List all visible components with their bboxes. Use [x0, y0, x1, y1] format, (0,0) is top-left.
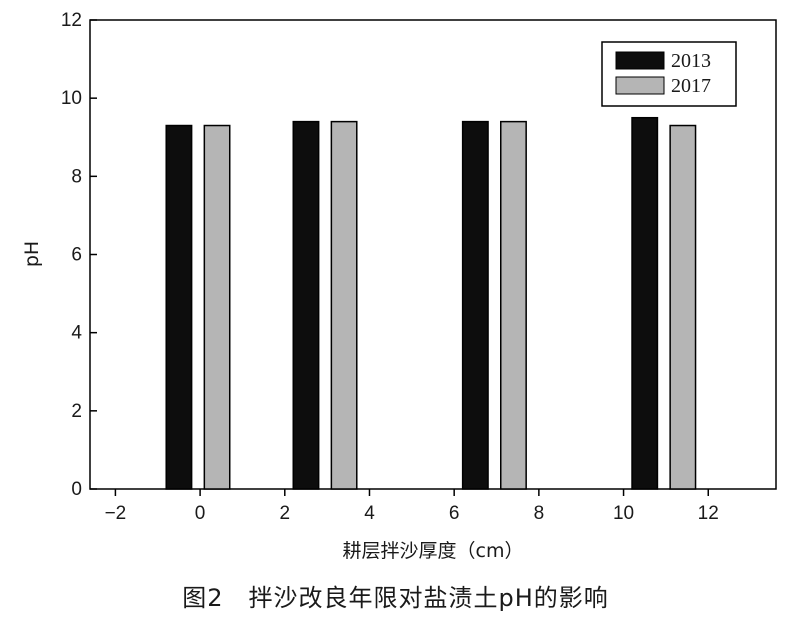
x-axis-title: 耕层拌沙厚度（cm） — [343, 540, 524, 562]
bar-2013-0 — [165, 124, 193, 490]
legend-label-2013: 2013 — [671, 50, 711, 72]
figure-caption: 图2 拌沙改良年限对盐渍土pH的影响 — [182, 584, 609, 612]
y-axis: 0 2 4 6 8 10 12 — [61, 10, 97, 500]
y-tick-label: 2 — [71, 401, 82, 422]
x-tick-label: 12 — [698, 503, 719, 524]
bar-2017-3 — [669, 124, 697, 490]
x-tick-label: 2 — [280, 503, 291, 524]
y-tick-label: 8 — [71, 166, 82, 187]
bar-2017-0 — [203, 124, 231, 490]
x-tick-label: −2 — [105, 503, 127, 524]
bar-2013-3 — [631, 116, 659, 490]
y-tick-label: 4 — [71, 323, 82, 344]
y-axis-title: pH — [21, 241, 43, 267]
bar-2013-1 — [292, 120, 320, 490]
y-tick-label: 12 — [61, 10, 82, 31]
legend-label-2017: 2017 — [671, 75, 711, 97]
x-axis: −2 0 2 4 6 8 10 12 — [105, 489, 719, 524]
y-tick-label: 6 — [71, 245, 82, 266]
x-tick-label: 0 — [195, 503, 206, 524]
x-tick-label: 10 — [613, 503, 634, 524]
x-tick-label: 4 — [364, 503, 375, 524]
chart: 0 2 4 6 8 10 12 −2 0 2 4 6 8 10 12 2013 2017 pH 耕层拌沙厚… — [21, 10, 777, 562]
x-tick-label: 8 — [534, 503, 545, 524]
bars — [165, 116, 697, 490]
x-tick-label: 6 — [449, 503, 460, 524]
y-tick-label: 0 — [71, 479, 82, 500]
bar-2013-2 — [461, 120, 489, 490]
legend-swatch-2017 — [615, 76, 665, 95]
legend-swatch-2013 — [615, 51, 665, 70]
bar-2017-2 — [500, 120, 527, 490]
bar-2017-1 — [330, 120, 358, 490]
legend: 2013 2017 — [601, 41, 737, 107]
y-tick-label: 10 — [61, 88, 82, 109]
